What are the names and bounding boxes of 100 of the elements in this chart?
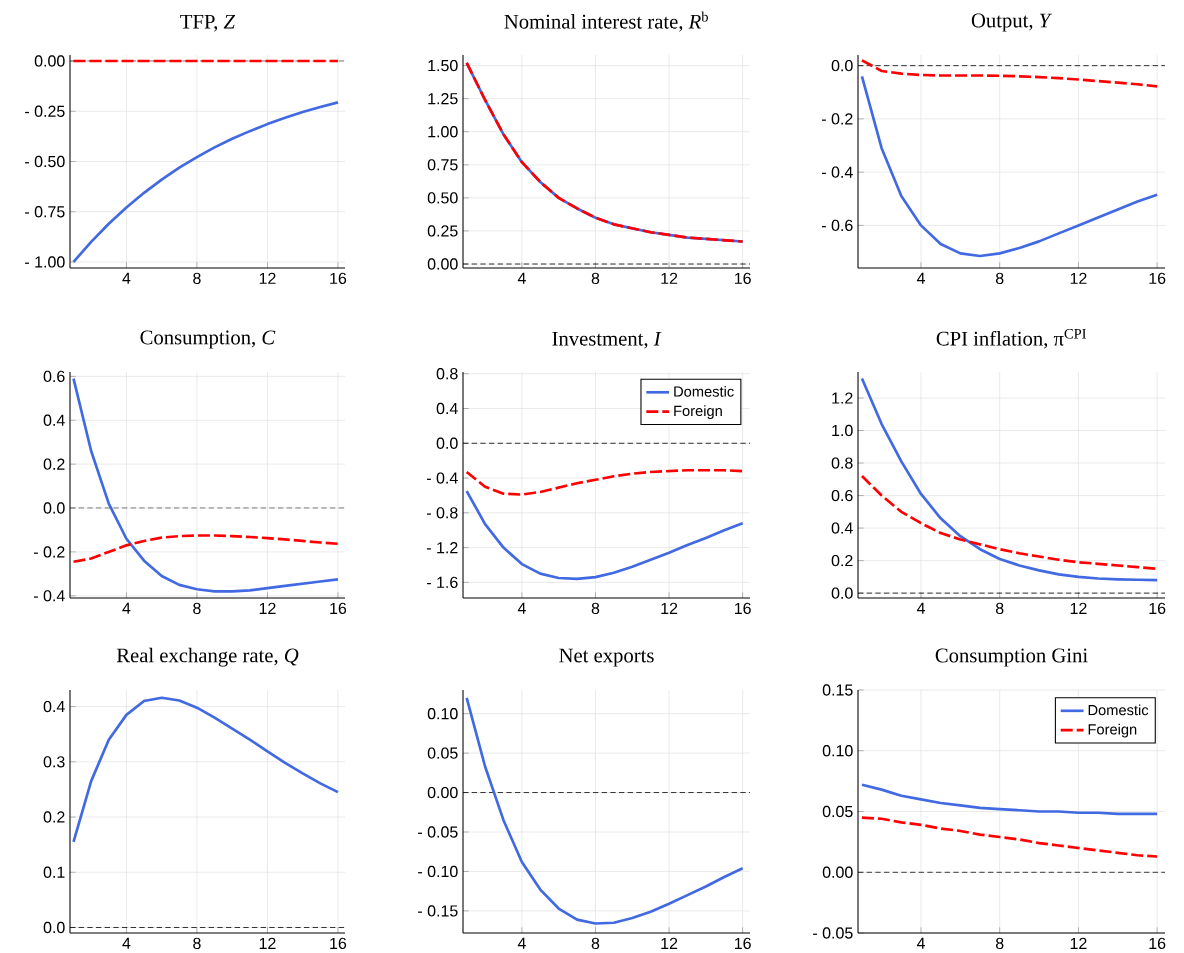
x-tick-label: 8	[193, 272, 201, 284]
x-tick-label: 16	[330, 602, 347, 614]
y-tick-label: - 0.2	[33, 546, 65, 558]
y-tick-label: 0.6	[831, 489, 853, 501]
legend-label: Domestic	[674, 385, 734, 397]
chart-title: Consumption, C	[140, 330, 276, 349]
chart-title: Output, Y	[971, 13, 1053, 32]
x-tick-label: 4	[122, 937, 131, 949]
y-tick-label: 0.75	[427, 158, 458, 171]
x-tick-label: 12	[259, 272, 276, 284]
y-tick-label: 0.05	[822, 805, 853, 817]
y-tick-label: 0.2	[831, 554, 853, 567]
y-tick-label: 0.3	[43, 755, 65, 768]
x-tick-label: 8	[995, 272, 1004, 284]
y-tick-label: 1.0	[832, 424, 853, 436]
y-tick-label: 0.4	[831, 522, 853, 534]
chart-title: Net exports	[559, 648, 654, 667]
x-tick-label: 8	[995, 602, 1004, 614]
x-tick-label: 16	[734, 272, 751, 284]
x-tick-label: 4	[517, 937, 526, 949]
y-tick-label: 0.0	[436, 437, 458, 449]
y-tick-label: - 0.2	[822, 113, 853, 125]
y-tick-label: - 0.6	[822, 219, 853, 231]
y-tick-label: 0.4	[436, 402, 458, 414]
x-tick-label: 12	[259, 937, 276, 949]
y-tick-label: 0.00	[427, 786, 458, 798]
y-tick-label: 0.00	[34, 55, 65, 67]
x-tick-label: 16	[330, 937, 347, 949]
y-tick-label: - 0.4	[822, 166, 853, 178]
y-tick-label: 1.50	[428, 59, 458, 71]
y-tick-label: 0.0	[831, 587, 853, 599]
y-tick-label: 0.1	[43, 866, 65, 878]
x-tick-label: 16	[1149, 272, 1166, 284]
y-tick-label: 0.0	[43, 921, 65, 933]
x-tick-label: 12	[661, 272, 678, 284]
y-tick-label: 0.50	[427, 191, 458, 204]
y-tick-label: - 0.10	[418, 865, 458, 877]
y-tick-label: 0.4	[43, 700, 65, 712]
y-tick-label: 0.15	[822, 684, 853, 696]
y-tick-label: - 0.4	[426, 472, 458, 484]
x-tick-label: 16	[330, 272, 347, 284]
y-tick-label: 0.25	[427, 225, 458, 237]
x-tick-label: 8	[193, 602, 201, 614]
y-tick-label: - 0.75	[25, 205, 65, 218]
y-tick-label: 0.8	[831, 457, 853, 469]
x-tick-label: 8	[193, 937, 201, 949]
x-tick-label: 16	[1149, 602, 1166, 614]
y-tick-label: 0.0	[831, 59, 853, 72]
x-tick-label: 4	[916, 602, 925, 614]
y-tick-label: 0.8	[436, 367, 458, 380]
y-tick-label: - 1.00	[25, 256, 65, 268]
y-tick-label: - 0.25	[25, 105, 65, 117]
y-tick-label: 0.05	[427, 747, 458, 759]
chart-title: CPI inflation, π$^{CPI}$	[936, 328, 1086, 349]
y-tick-label: - 0.15	[418, 905, 458, 917]
x-tick-label: 4	[916, 937, 925, 949]
y-tick-label: - 1.2	[426, 541, 458, 553]
legend-label: Domestic	[1088, 704, 1149, 716]
y-tick-label: - 0.05	[813, 927, 853, 939]
x-tick-label: 12	[661, 937, 678, 949]
y-tick-label: - 0.50	[25, 155, 65, 167]
x-tick-label: 16	[734, 602, 751, 614]
x-tick-label: 4	[517, 602, 526, 614]
chart-title: Real exchange rate, Q	[116, 647, 299, 667]
chart-title: Nominal interest rate, R$^{b}$	[504, 11, 708, 32]
x-tick-label: 16	[1149, 937, 1166, 949]
y-tick-label: 0.10	[822, 744, 853, 757]
x-tick-label: 4	[122, 602, 131, 614]
y-tick-label: - 0.8	[426, 506, 458, 519]
x-tick-label: 12	[1070, 602, 1087, 614]
x-tick-label: 16	[734, 937, 751, 949]
y-tick-label: 0.4	[43, 414, 65, 426]
chart-title: Investment, I	[552, 331, 662, 349]
y-tick-label: 0.10	[427, 707, 458, 720]
legend-label: Foreign	[674, 405, 722, 419]
x-tick-label: 12	[1070, 937, 1087, 949]
x-tick-label: 8	[591, 602, 600, 614]
x-tick-label: 12	[661, 602, 678, 614]
x-tick-label: 8	[995, 937, 1004, 949]
y-tick-label: 1.2	[832, 392, 853, 404]
y-tick-label: 1.00	[428, 125, 458, 138]
y-tick-label: 0.0	[43, 502, 65, 514]
x-tick-label: 8	[591, 937, 600, 949]
y-tick-label: 1.25	[428, 92, 458, 105]
y-tick-label: - 1.6	[426, 576, 458, 588]
legend-label: Foreign	[1088, 723, 1137, 738]
y-tick-label: 0.2	[43, 458, 65, 470]
y-tick-label: - 0.4	[33, 589, 65, 602]
x-tick-label: 4	[517, 272, 526, 284]
x-tick-label: 4	[916, 272, 925, 284]
x-tick-label: 12	[1070, 272, 1087, 284]
x-tick-label: 12	[259, 602, 276, 614]
y-tick-label: 0.6	[43, 370, 65, 382]
y-tick-label: 0.00	[822, 866, 853, 878]
chart-title: Consumption Gini	[935, 648, 1088, 667]
x-tick-label: 4	[122, 272, 131, 284]
y-tick-label: 0.00	[427, 258, 458, 270]
y-tick-label: 0.2	[43, 811, 65, 823]
chart-title: TFP, Z	[180, 14, 236, 32]
y-tick-label: - 0.05	[418, 826, 458, 838]
